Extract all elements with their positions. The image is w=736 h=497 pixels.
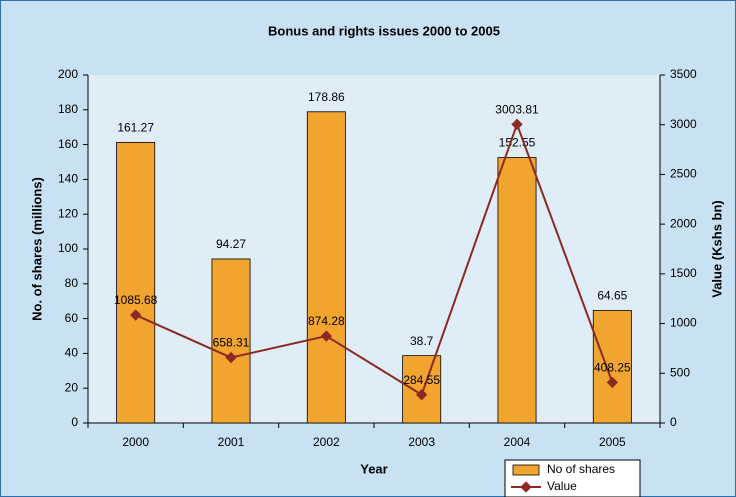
x-tick-label: 2005 xyxy=(599,435,626,449)
bar xyxy=(592,310,632,424)
marker xyxy=(320,330,332,342)
legend-swatch xyxy=(512,464,540,476)
x-tick-label: 2003 xyxy=(408,435,435,449)
data-label: 94.27 xyxy=(216,237,246,251)
y2-tick-label: 2500 xyxy=(670,167,697,181)
y-tick-label: 120 xyxy=(58,206,78,220)
x-tick-label: 2001 xyxy=(218,435,245,449)
y-tick-label: 80 xyxy=(65,276,79,290)
data-label: 284.55 xyxy=(403,373,440,387)
marker xyxy=(130,309,142,321)
y2-tick-label: 0 xyxy=(670,415,677,429)
y-tick-label: 200 xyxy=(58,67,78,81)
legend-label: No of shares xyxy=(547,462,615,476)
y-tick-label: 160 xyxy=(58,137,78,151)
x-tick-label: 2004 xyxy=(504,435,531,449)
y-axis-label: No. of shares (millions) xyxy=(29,177,44,321)
y-tick-label: 180 xyxy=(58,102,78,116)
bar xyxy=(497,157,537,424)
y2-tick-label: 3000 xyxy=(670,117,697,131)
plot-area xyxy=(88,75,660,423)
line xyxy=(135,121,614,397)
bar xyxy=(116,141,156,424)
y-tick-label: 0 xyxy=(71,415,78,429)
data-label: 161.27 xyxy=(117,121,154,135)
x-tick-label: 2002 xyxy=(313,435,340,449)
data-label: 38.7 xyxy=(410,334,434,348)
x-axis-label: Year xyxy=(360,461,387,476)
y2-tick-label: 500 xyxy=(670,365,690,379)
data-label: 178.86 xyxy=(308,90,345,104)
data-label: 874.28 xyxy=(308,314,345,328)
marker xyxy=(225,351,237,364)
legend-label: Value xyxy=(547,479,577,493)
chart-title: Bonus and rights issues 2000 to 2005 xyxy=(268,23,500,38)
data-label: 408.25 xyxy=(594,361,631,375)
legend-swatch xyxy=(520,481,532,493)
y2-tick-label: 1000 xyxy=(670,316,697,330)
y-tick-label: 60 xyxy=(65,311,79,325)
y-tick-label: 40 xyxy=(65,346,79,360)
data-label: 3003.81 xyxy=(495,103,539,117)
x-tick-label: 2000 xyxy=(122,435,149,449)
y2-tick-label: 3500 xyxy=(670,67,697,81)
bar xyxy=(211,258,251,424)
marker xyxy=(416,389,428,401)
y-tick-label: 100 xyxy=(58,241,78,255)
y2-tick-label: 1500 xyxy=(670,266,697,280)
data-label: 1085.68 xyxy=(114,293,158,307)
marker xyxy=(606,376,618,389)
bar xyxy=(306,111,346,424)
data-label: 658.31 xyxy=(213,336,250,350)
y2-tick-label: 2000 xyxy=(670,216,697,230)
y2-axis-label: Value (Kshs bn) xyxy=(709,200,724,298)
y-tick-label: 140 xyxy=(58,172,78,186)
data-label: 64.65 xyxy=(597,289,627,303)
data-label: 152.55 xyxy=(499,136,536,150)
y-tick-label: 20 xyxy=(65,380,79,394)
